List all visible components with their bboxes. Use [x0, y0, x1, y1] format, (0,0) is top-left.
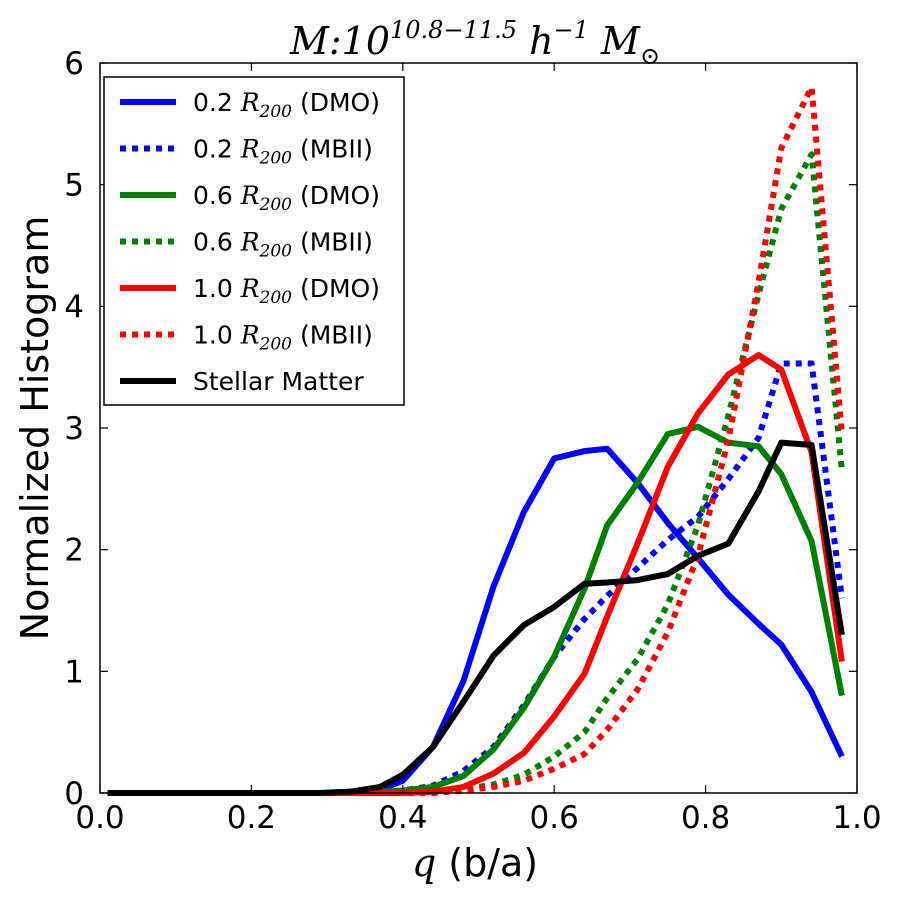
series-line-1	[107, 360, 845, 796]
legend-label-6: Stellar Matter	[193, 367, 364, 396]
axis-labels: q (b/a) Normalized Histogram	[13, 216, 538, 885]
y-tick-label: 0	[64, 776, 84, 812]
y-tick-label: 6	[64, 46, 84, 82]
y-tick-label: 5	[64, 168, 84, 204]
legend-label-1: 0.2 R200 (MBII)	[193, 135, 373, 169]
chart-title-text: M:1010.8−11.5 h−1 M⊙	[289, 16, 660, 70]
y-tick-label: 1	[64, 654, 84, 690]
x-tick-label: 0.0	[75, 800, 124, 836]
y-axis-label: Normalized Histogram	[13, 216, 57, 641]
tick-labels: 0.0 0.2 0.4 0.6 0.8 1.0 0 1 2 3 4 5 6	[64, 46, 881, 836]
y-tick-label: 3	[64, 411, 84, 447]
x-tick-label: 0.2	[227, 800, 276, 836]
series-line-0	[107, 445, 845, 796]
x-tick-label: 1.0	[832, 800, 881, 836]
axes	[99, 62, 858, 794]
y-tick-label: 2	[64, 533, 84, 569]
x-tick-label: 0.6	[530, 800, 579, 836]
x-tick-label: 0.8	[681, 800, 730, 836]
legend-label-0: 0.2 R200 (DMO)	[193, 88, 380, 122]
legend-label-3: 0.6 R200 (MBII)	[193, 228, 373, 262]
x-axis-label: q (b/a)	[412, 841, 538, 885]
legend-label-2: 0.6 R200 (DMO)	[193, 181, 380, 215]
legend: 0.2 R200 (DMO) 0.2 R200 (MBII) 0.6 R200 (D…	[103, 76, 405, 406]
y-tick-label: 4	[64, 289, 84, 325]
legend-label-5: 1.0 R200 (MBII)	[193, 321, 373, 355]
legend-label-4: 1.0 R200 (DMO)	[193, 274, 380, 308]
series-line-2	[107, 423, 845, 796]
chart-title: M:1010.8−11.5 h−1 M⊙	[289, 16, 660, 70]
series-line-6	[107, 439, 845, 796]
x-tick-label: 0.4	[378, 800, 427, 836]
legend-box	[103, 76, 405, 406]
